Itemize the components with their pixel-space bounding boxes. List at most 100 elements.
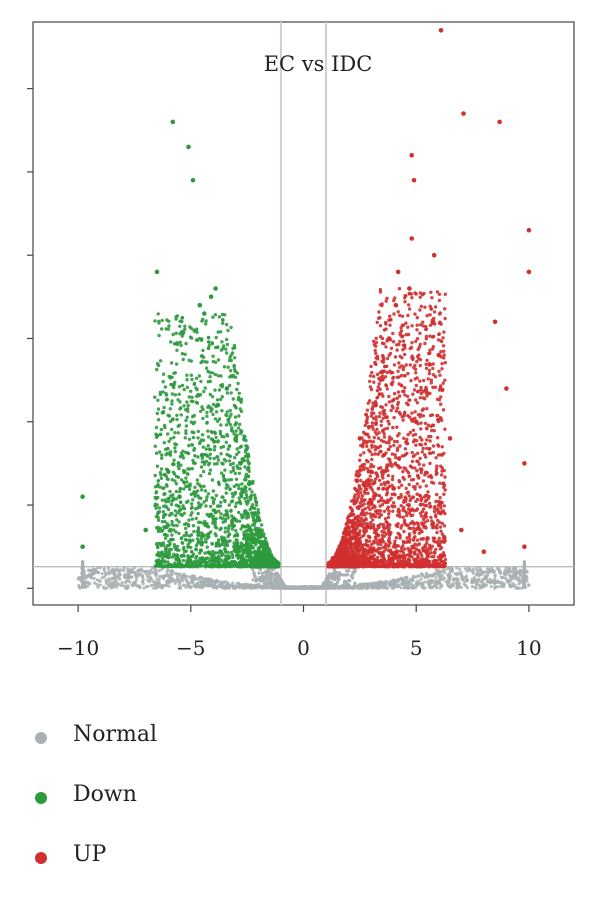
down-point <box>178 393 181 396</box>
normal-point <box>332 584 335 587</box>
down-point <box>192 422 195 425</box>
up-point <box>368 380 371 383</box>
down-point <box>255 501 258 504</box>
down-point <box>180 316 183 319</box>
down-point <box>155 368 158 371</box>
down-point <box>224 347 227 350</box>
normal-point <box>130 575 133 578</box>
normal-point <box>460 571 463 574</box>
down-point <box>229 470 232 473</box>
down-point <box>207 347 210 350</box>
normal-point <box>118 578 121 581</box>
normal-point <box>381 586 384 589</box>
down-point <box>240 494 243 497</box>
down-point <box>233 485 236 488</box>
down-point <box>184 429 187 432</box>
normal-point <box>274 584 277 587</box>
down-point <box>202 445 205 448</box>
normal-point <box>123 574 126 577</box>
down-point <box>168 529 171 532</box>
down-point <box>174 450 177 453</box>
down-point <box>185 424 188 427</box>
down-point <box>192 530 195 533</box>
down-point <box>226 366 229 369</box>
down-point <box>207 463 210 466</box>
down-point <box>214 373 217 376</box>
normal-point <box>277 579 280 582</box>
down-point <box>175 482 178 485</box>
down-point <box>236 541 239 544</box>
normal-point <box>451 585 454 588</box>
up-point <box>376 373 379 376</box>
down-point <box>242 533 245 536</box>
down-point <box>226 557 229 560</box>
down-point <box>156 399 159 402</box>
down-point <box>233 423 236 426</box>
down-point <box>164 552 167 555</box>
down-point <box>204 319 207 322</box>
down-point <box>222 344 225 347</box>
down-point <box>169 340 172 343</box>
down-point <box>174 315 177 318</box>
down-point <box>179 341 182 344</box>
down-point <box>239 429 242 432</box>
down-point <box>217 481 220 484</box>
up-point <box>438 374 441 377</box>
up-point <box>397 401 400 404</box>
down-point <box>236 382 239 385</box>
normal-point <box>118 583 121 586</box>
normal-point <box>203 578 206 581</box>
down-point <box>178 558 181 561</box>
normal-point <box>286 586 289 589</box>
normal-point <box>270 585 273 588</box>
up-point <box>434 513 437 516</box>
down-point <box>199 380 202 383</box>
down-point <box>263 554 266 557</box>
up-point <box>419 427 422 430</box>
normal-point <box>443 577 446 580</box>
down-point <box>167 497 170 500</box>
normal-point <box>127 572 130 575</box>
x-tick-label: −5 <box>176 636 205 660</box>
normal-point <box>484 570 487 573</box>
down-point <box>253 511 256 514</box>
down-point <box>198 561 201 564</box>
down-point <box>193 495 196 498</box>
down-point <box>206 429 209 432</box>
down-point <box>186 565 189 568</box>
up-point <box>423 342 426 345</box>
down-point <box>223 365 226 368</box>
down-point <box>229 455 232 458</box>
normal-point <box>103 576 106 579</box>
down-point <box>156 412 159 415</box>
normal-point <box>261 572 264 575</box>
down-point <box>235 447 238 450</box>
up-point <box>383 510 386 513</box>
down-point <box>220 527 223 530</box>
down-point <box>216 560 219 563</box>
normal-point <box>245 583 248 586</box>
down-point <box>246 529 249 532</box>
down-point <box>229 326 232 329</box>
down-point <box>169 450 172 453</box>
down-point <box>213 508 216 511</box>
normal-point <box>241 583 244 586</box>
down-point <box>240 482 243 485</box>
down-point <box>208 375 211 378</box>
up-point <box>358 459 361 462</box>
down-point <box>175 518 178 521</box>
down-point <box>209 559 212 562</box>
down-point <box>155 426 158 429</box>
down-point <box>226 329 229 332</box>
down-point <box>243 478 246 481</box>
down-point <box>173 383 176 386</box>
down-point <box>159 471 162 474</box>
down-point <box>184 353 187 356</box>
down-point <box>178 407 181 410</box>
normal-point <box>260 587 263 590</box>
up-point <box>365 459 368 462</box>
down-point <box>205 522 208 525</box>
up-point <box>382 356 385 359</box>
normal-point <box>117 573 120 576</box>
